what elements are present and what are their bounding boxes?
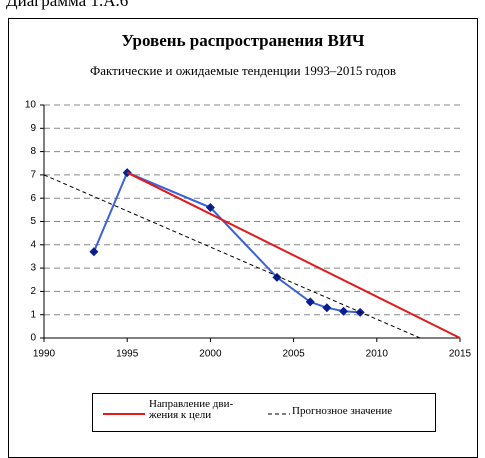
x-tick-label: 2000 (199, 349, 222, 360)
marker (322, 303, 332, 313)
x-tick-label: 1995 (116, 349, 139, 360)
y-tick-label: 8 (30, 146, 36, 157)
legend: Направление дви- жения к цели Прогнозное … (92, 393, 436, 432)
chart-title: Уровень распространения ВИЧ (121, 31, 365, 50)
marker (305, 297, 315, 307)
y-tick-label: 1 (30, 309, 36, 320)
x-tick-label: 2010 (366, 349, 389, 360)
legend-label: Направление дви- жения к цели (149, 398, 234, 421)
y-tick-label: 0 (30, 333, 36, 344)
x-tick-label: 2005 (282, 349, 305, 360)
y-tick-label: 10 (25, 100, 37, 111)
caption: Диаграмма 1.А.6 (6, 0, 129, 10)
y-tick-label: 9 (30, 123, 36, 134)
y-tick-label: 2 (30, 286, 36, 297)
series-line (126, 171, 461, 339)
y-tick-label: 3 (30, 263, 36, 274)
marker (205, 203, 215, 213)
marker (89, 247, 99, 257)
legend-swatches (103, 413, 290, 415)
y-tick-label: 7 (30, 170, 36, 181)
x-tick-label: 1990 (33, 349, 56, 360)
y-tick-label: 5 (30, 216, 36, 227)
legend-label: Прогнозное значение (292, 405, 393, 417)
y-tick-label: 6 (30, 193, 36, 204)
series-line (43, 174, 421, 339)
marker (272, 272, 282, 282)
marker (339, 306, 349, 316)
chart-subtitle: Фактические и ожидаемые тенденции 1993–2… (90, 63, 396, 78)
x-tick-label: 2015 (449, 349, 472, 360)
y-tick-label: 4 (30, 239, 36, 250)
